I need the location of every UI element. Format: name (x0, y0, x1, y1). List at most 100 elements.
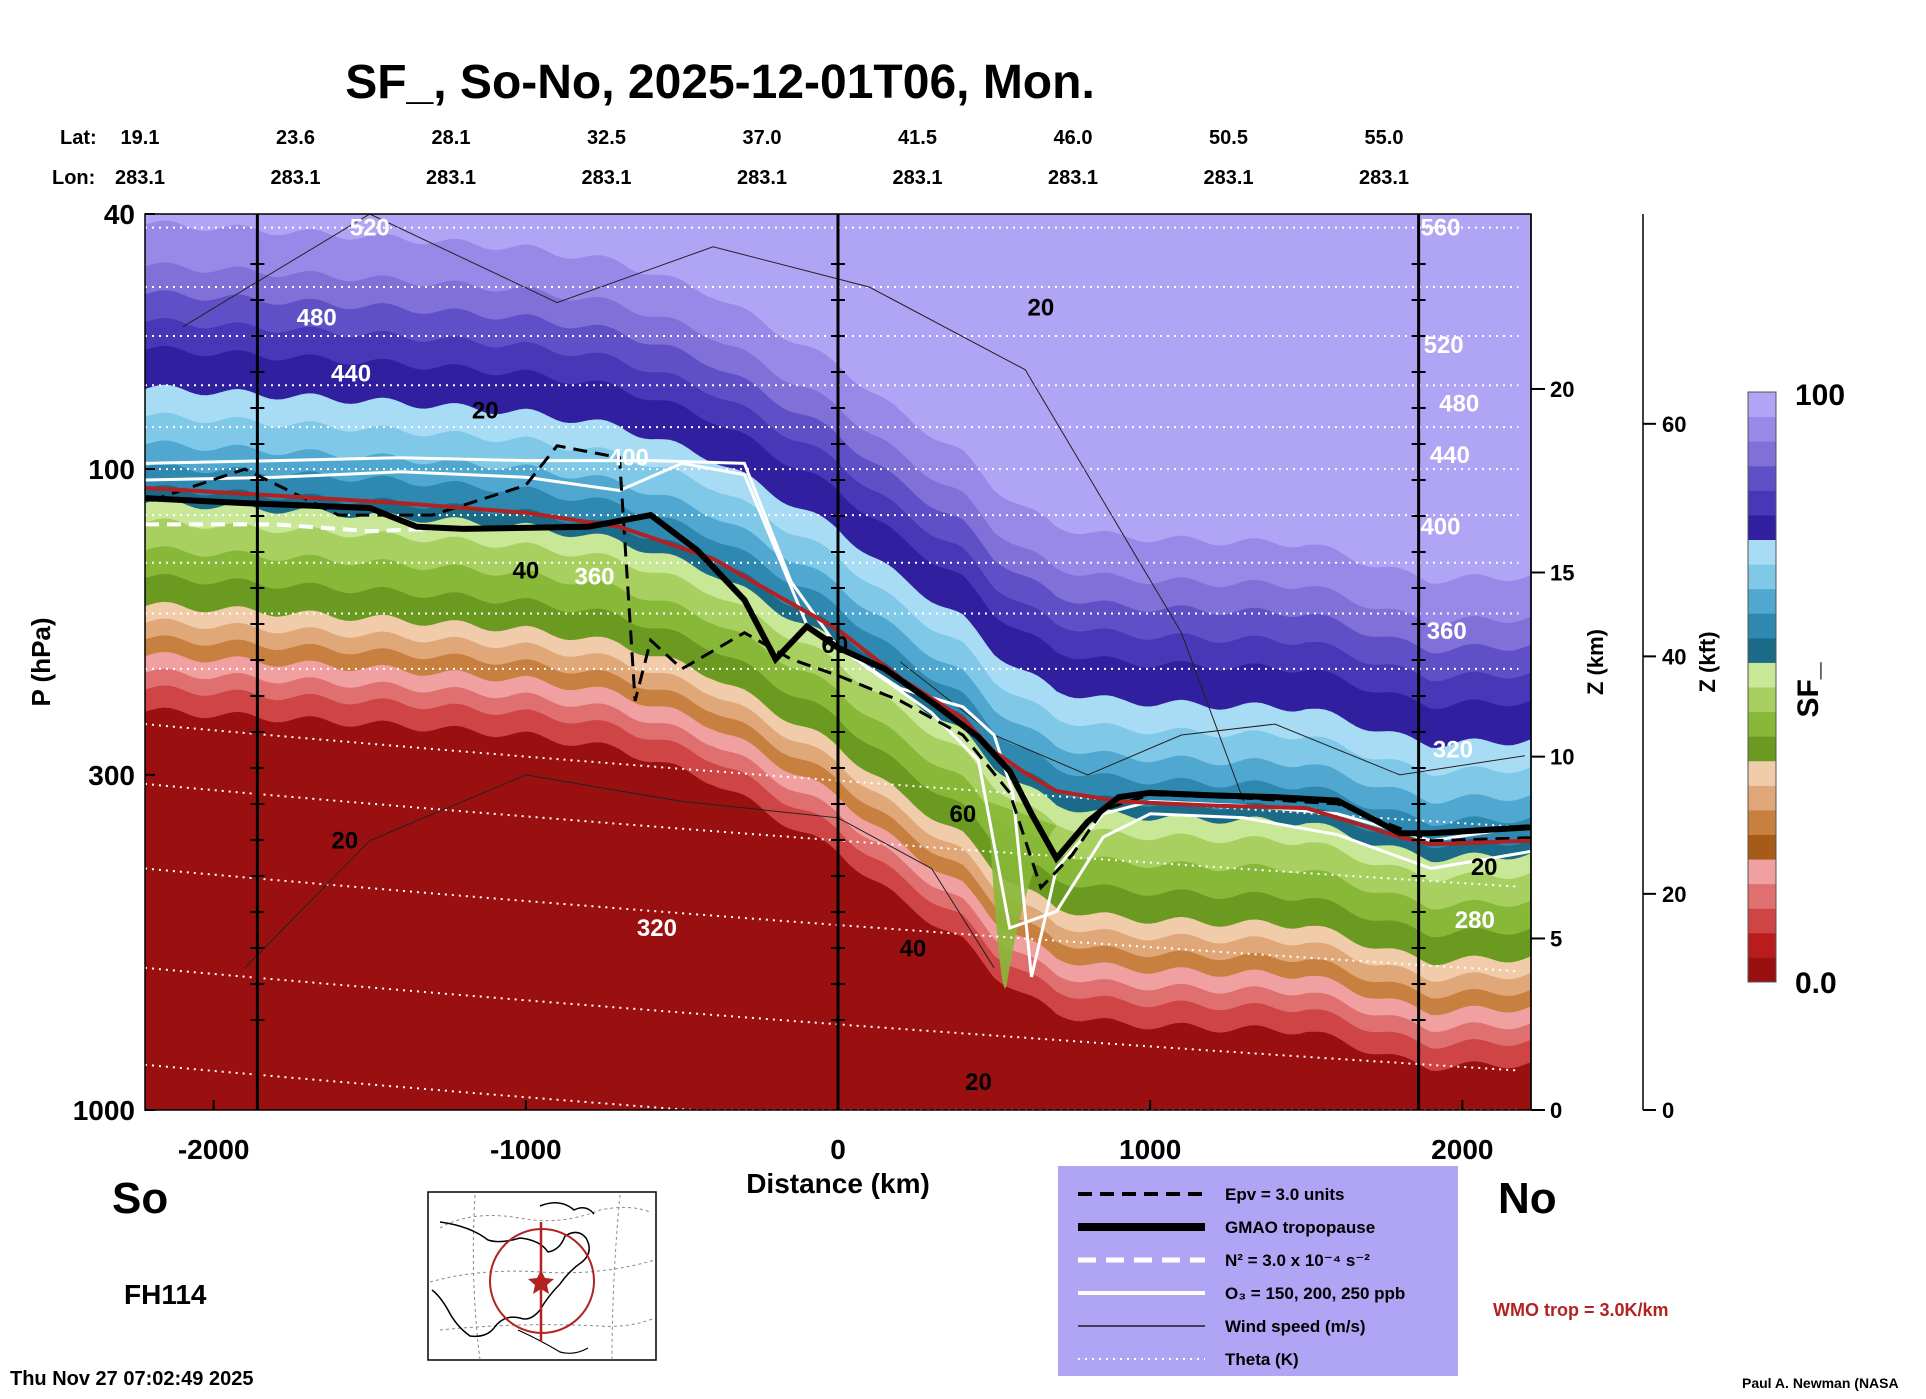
wind-label: 20 (1471, 854, 1498, 881)
lon-value: 283.1 (581, 167, 631, 189)
x-axis: -2000 -1000 0 1000 2000 (178, 1100, 1493, 1165)
theta-label: 360 (1427, 618, 1467, 645)
legend-label: GMAO tropopause (1225, 1218, 1375, 1237)
y-tick-label: 300 (88, 760, 135, 791)
z-km-axis: 0 5 10 15 20 (1530, 214, 1574, 1123)
theta-label: 520 (1424, 332, 1464, 359)
theta-label: 480 (297, 304, 337, 331)
north-america-locator-map-icon (427, 1191, 657, 1361)
wmo-tropopause-line (145, 485, 1531, 847)
z-kft-axis: 0 20 40 60 (1642, 214, 1686, 1123)
legend-label: N² = 3.0 x 10⁻⁴ s⁻² (1225, 1251, 1370, 1270)
theta-label: 440 (331, 361, 371, 388)
lat-value: 28.1 (432, 127, 471, 149)
lon-value: 283.1 (1359, 167, 1409, 189)
colorbar-swatch (1748, 883, 1776, 909)
colorbar-swatch (1748, 785, 1776, 811)
north-end-label: No (1498, 1174, 1557, 1223)
wmo-trop-label: WMO trop = 3.0K/km (1493, 1300, 1669, 1320)
colorbar-label: SF_ (1792, 662, 1825, 717)
x-axis-label: Distance (km) (746, 1168, 930, 1199)
wind-label: 60 (822, 632, 849, 659)
y-tick-label: 40 (104, 199, 135, 230)
timestamp: Thu Nov 27 07:02:49 2025 (10, 1368, 253, 1390)
colorbar-swatch (1748, 736, 1776, 762)
theta-label: 280 (1455, 907, 1495, 934)
lon-label: Lon: (52, 167, 95, 189)
colorbar-swatch (1748, 834, 1776, 860)
theta-line (145, 867, 1519, 973)
theta-line (145, 723, 1519, 828)
gmao-tropopause-line (145, 495, 1531, 864)
legend-label: Epv = 3.0 units (1225, 1185, 1345, 1204)
lat-label: Lat: (60, 127, 97, 149)
contour-labels: 520 480 440 400 360 320 560 520 480 440 400 360 320 2… (297, 215, 1498, 1097)
legend-label: Wind speed (m/s) (1225, 1317, 1366, 1336)
z-km-tick-label: 15 (1550, 560, 1574, 585)
lon-value: 283.1 (737, 167, 787, 189)
colorbar-swatch (1748, 711, 1776, 737)
x-tick-label: -2000 (178, 1134, 250, 1165)
z-kft-tick-label: 40 (1662, 644, 1686, 669)
wind-contour (182, 214, 1245, 802)
chart-title: SF_, So-No, 2025-12-01T06, Mon. (345, 56, 1095, 109)
z-kft-tick-label: 20 (1662, 882, 1686, 907)
vertical-marker-lines (250, 214, 1426, 1110)
overlay-lines (145, 214, 1531, 1110)
south-end-label: So (112, 1174, 168, 1223)
theta-label: 400 (609, 445, 649, 472)
lon-value: 283.1 (426, 167, 476, 189)
lon-value: 283.1 (270, 167, 320, 189)
legend: Epv = 3.0 units GMAO tropopause N² = 3.0 x… (1078, 1185, 1405, 1369)
epv-line (150, 444, 1531, 891)
y-tick-label: 100 (88, 454, 135, 485)
colorbar-swatch (1748, 490, 1776, 516)
theta-line (145, 783, 1519, 888)
theta-label: 320 (1433, 737, 1473, 764)
wind-label: 60 (950, 801, 977, 828)
legend-label: Theta (K) (1225, 1350, 1299, 1369)
colorbar-swatch (1748, 809, 1776, 835)
lat-value: 50.5 (1209, 127, 1248, 149)
theta-label: 400 (1420, 514, 1460, 541)
theta-label: 560 (1420, 215, 1460, 242)
lat-value: 37.0 (743, 127, 782, 149)
theta-label: 520 (350, 215, 390, 242)
colorbar-swatch (1748, 514, 1776, 540)
theta-line (145, 966, 1519, 1072)
y-tick-label: 1000 (73, 1095, 135, 1126)
forecast-hour: FH114 (124, 1279, 207, 1310)
x-tick-label: -1000 (490, 1134, 562, 1165)
legend-label: O₃ = 150, 200, 250 ppb (1225, 1284, 1405, 1303)
lat-value: 19.1 (121, 127, 160, 149)
colorbar-swatch (1748, 588, 1776, 614)
colorbar-swatch (1748, 441, 1776, 467)
colorbar-max-label: 100 (1795, 379, 1845, 412)
colorbar-swatch (1748, 957, 1776, 983)
wind-label: 40 (900, 936, 927, 963)
colorbar-swatch (1748, 416, 1776, 442)
wind-label: 20 (965, 1069, 992, 1096)
colorbar (1747, 391, 1777, 983)
lon-value: 283.1 (1203, 167, 1253, 189)
lon-value: 283.1 (1048, 167, 1098, 189)
colorbar-swatch (1748, 564, 1776, 590)
wind-label: 20 (472, 397, 499, 424)
colorbar-min-label: 0.0 (1795, 967, 1837, 1000)
z-km-tick-label: 10 (1550, 745, 1574, 770)
wind-label: 40 (512, 558, 539, 585)
colorbar-swatch (1748, 760, 1776, 786)
ozone-line (145, 461, 1531, 931)
lon-value: 283.1 (115, 167, 165, 189)
lat-lon-row: 19.1 283.1 23.6 283.1 28.1 283.1 32.5 283.1 37.0… (115, 127, 1409, 189)
wind-contour (244, 774, 995, 969)
colorbar-swatch (1748, 392, 1776, 418)
lat-value: 23.6 (276, 127, 315, 149)
z-km-tick-label: 0 (1550, 1098, 1562, 1123)
theta-label: 480 (1439, 390, 1479, 417)
colorbar-swatch (1748, 859, 1776, 885)
z-km-axis-label: Z (km) (1583, 629, 1608, 695)
z-kft-tick-label: 0 (1662, 1098, 1674, 1123)
lat-value: 46.0 (1054, 127, 1093, 149)
